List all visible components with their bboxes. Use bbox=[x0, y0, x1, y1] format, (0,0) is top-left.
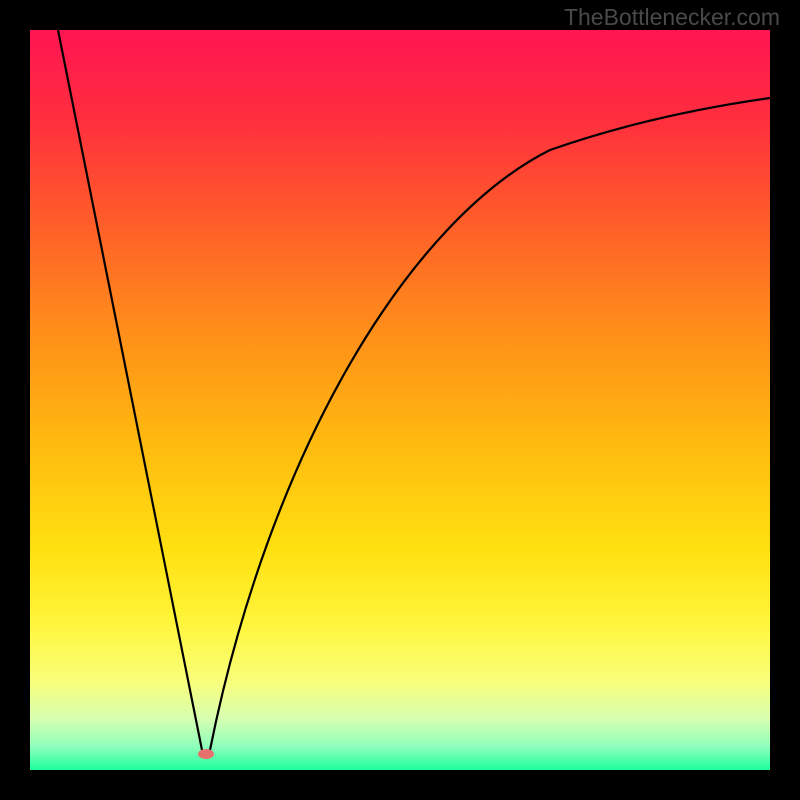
watermark-text: TheBottlenecker.com bbox=[564, 4, 780, 31]
gradient-background bbox=[30, 30, 770, 770]
plot-area bbox=[30, 30, 770, 770]
optimum-marker-icon bbox=[198, 749, 214, 759]
chart-container: TheBottlenecker.com bbox=[0, 0, 800, 800]
plot-svg bbox=[30, 30, 770, 770]
